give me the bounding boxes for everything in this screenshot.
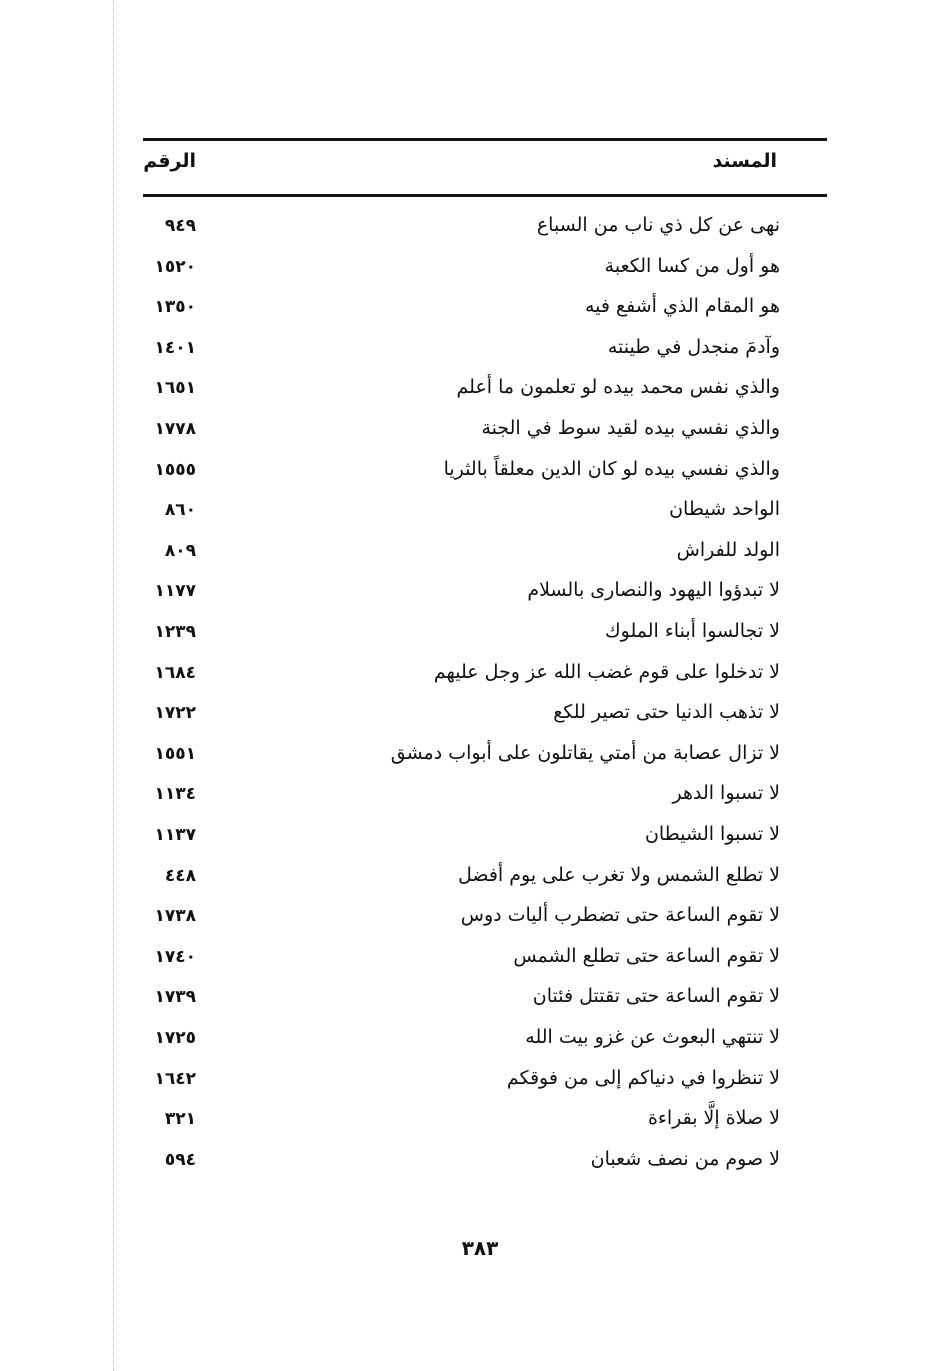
table-row: لا تدخلوا على قوم غضب الله عز وجل عليهم ١… (140, 661, 780, 701)
musnad-text: والذي نفسي بيده لقيد سوط في الجنة (481, 417, 780, 439)
table-row: هو المقام الذي أشفع فيه ١٣٥٠ (140, 295, 780, 335)
hadith-number: ١٧٣٩ (154, 987, 196, 1008)
hadith-number: ١٢٣٩ (154, 622, 196, 642)
musnad-text: لا تنظروا في دنياكم إلى من فوقكم (506, 1066, 780, 1089)
table-row: والذي نفسي بيده لقيد سوط في الجنة ١٧٧٨ (140, 417, 780, 457)
hadith-number: ٨٦٠ (164, 500, 196, 521)
hadith-number: ٩٤٩ (164, 216, 196, 236)
musnad-text: نهى عن كل ذي ناب من السباع (536, 214, 780, 236)
hadith-number: ١٥٥١ (154, 743, 196, 764)
musnad-text: والذي نفس محمد بيده لو تعلمون ما أعلم (456, 376, 780, 399)
hadith-number: ٤٤٨ (164, 865, 196, 886)
header-musnad: المسند (712, 150, 777, 172)
musnad-text: لا صوم من نصف شعبان (590, 1147, 780, 1170)
musnad-text: لا تقوم الساعة حتى تقتتل فئتان (532, 985, 780, 1008)
hadith-number: ١٧٧٨ (154, 419, 196, 439)
table-row: لا تنظروا في دنياكم إلى من فوقكم ١٦٤٢ (140, 1067, 780, 1107)
table-row: لا صوم من نصف شعبان ٥٩٤ (140, 1148, 780, 1188)
hadith-number: ٣٢١ (164, 1109, 196, 1130)
musnad-text: لا تزال عصابة من أمتي يقاتلون على أبواب … (390, 741, 780, 764)
hadith-number: ١٧٢٥ (154, 1028, 196, 1048)
table-row: لا تسبوا الدهر ١١٣٤ (140, 782, 780, 822)
musnad-text: لا تذهب الدنيا حتى تصير للكع (553, 701, 780, 724)
hadith-number: ١٥٢٠ (154, 256, 196, 277)
hadith-number: ١٦٥١ (154, 378, 196, 399)
musnad-text: لا تسبوا الشيطان (644, 823, 780, 845)
table-row: لا تجالسوا أبناء الملوك ١٢٣٩ (140, 620, 780, 660)
table-row: لا تبدؤوا اليهود والنصارى بالسلام ١١٧٧ (140, 579, 780, 619)
hadith-number: ١٥٥٥ (154, 459, 196, 480)
table-row: هو أول من كسا الكعبة ١٥٢٠ (140, 255, 780, 295)
musnad-text: الولد للفراش (676, 538, 780, 561)
table-row: الواحد شيطان ٨٦٠ (140, 498, 780, 538)
table-row: لا تقوم الساعة حتى تضطرب أليات دوس ١٧٣٨ (140, 904, 780, 944)
top-rule (143, 138, 827, 141)
hadith-number: ٨٠٩ (164, 540, 196, 561)
page-number: ٣٨٣ (461, 1236, 499, 1260)
table-row: والذي نفسي بيده لو كان الدين معلقاً بالث… (140, 458, 780, 498)
table-row: لا تطلع الشمس ولا تغرب على يوم أفضل ٤٤٨ (140, 864, 780, 904)
table-row: لا تقوم الساعة حتى تقتتل فئتان ١٧٣٩ (140, 985, 780, 1025)
table-row: لا صلاة إلَّا بقراءة ٣٢١ (140, 1107, 780, 1147)
hadith-number: ١٧٣٨ (154, 906, 196, 927)
musnad-text: لا تقوم الساعة حتى تضطرب أليات دوس (460, 904, 780, 927)
hadith-number: ١١٧٧ (154, 581, 196, 602)
table-row: لا تزال عصابة من أمتي يقاتلون على أبواب … (140, 742, 780, 782)
hadith-number: ١٦٨٤ (154, 662, 196, 683)
table-row: لا تذهب الدنيا حتى تصير للكع ١٧٢٢ (140, 701, 780, 741)
musnad-text: هو أول من كسا الكعبة (604, 254, 780, 277)
musnad-text: هو المقام الذي أشفع فيه (584, 295, 780, 318)
hadith-number: ١٧٤٠ (154, 946, 196, 967)
musnad-text: لا تبدؤوا اليهود والنصارى بالسلام (527, 579, 780, 602)
musnad-text: وآدمَ منجدل في طينته (607, 335, 780, 358)
table-row: لا تنتهي البعوث عن غزو بيت الله ١٧٢٥ (140, 1026, 780, 1066)
header-number: الرقم (143, 150, 196, 172)
musnad-text: لا تطلع الشمس ولا تغرب على يوم أفضل (457, 863, 780, 886)
header-rule (143, 194, 827, 197)
hadith-number: ١٧٢٢ (154, 703, 196, 724)
musnad-text: لا تقوم الساعة حتى تطلع الشمس (513, 944, 780, 967)
musnad-text: لا تنتهي البعوث عن غزو بيت الله (525, 1026, 780, 1048)
table-row: لا تسبوا الشيطان ١١٣٧ (140, 823, 780, 863)
hadith-number: ١٤٠١ (154, 337, 196, 358)
musnad-text: لا تدخلوا على قوم غضب الله عز وجل عليهم (433, 660, 780, 683)
margin-line (113, 0, 114, 1371)
table-row: والذي نفس محمد بيده لو تعلمون ما أعلم ١٦٥… (140, 376, 780, 416)
hadith-number: ١٣٥٠ (154, 297, 196, 318)
table-row: وآدمَ منجدل في طينته ١٤٠١ (140, 336, 780, 376)
musnad-text: لا صلاة إلَّا بقراءة (647, 1107, 780, 1130)
table-row: الولد للفراش ٨٠٩ (140, 539, 780, 579)
musnad-text: لا تسبوا الدهر (672, 782, 780, 805)
hadith-number: ١٦٤٢ (154, 1068, 196, 1089)
hadith-number: ١١٣٤ (154, 784, 196, 805)
hadith-number: ١١٣٧ (154, 825, 196, 845)
musnad-text: الواحد شيطان (669, 498, 780, 521)
hadith-number: ٥٩٤ (164, 1149, 196, 1170)
musnad-text: لا تجالسوا أبناء الملوك (605, 620, 780, 642)
table-row: نهى عن كل ذي ناب من السباع ٩٤٩ (140, 214, 780, 254)
table-row: لا تقوم الساعة حتى تطلع الشمس ١٧٤٠ (140, 945, 780, 985)
musnad-text: والذي نفسي بيده لو كان الدين معلقاً بالث… (443, 457, 780, 480)
